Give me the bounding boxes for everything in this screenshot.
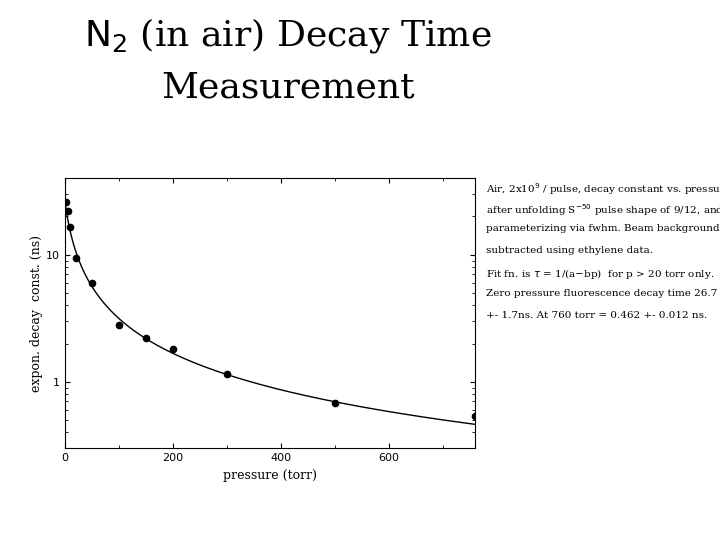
Text: Measurement: Measurement xyxy=(161,70,415,104)
Text: after unfolding S$^{-50}$ pulse shape of 9/12, and: after unfolding S$^{-50}$ pulse shape of… xyxy=(486,202,720,218)
Text: subtracted using ethylene data.: subtracted using ethylene data. xyxy=(486,246,653,255)
Text: Zero pressure fluorescence decay time 26.7: Zero pressure fluorescence decay time 26… xyxy=(486,289,717,298)
Text: Air, 2x10$^{9}$ / pulse, decay constant vs. pressure: Air, 2x10$^{9}$ / pulse, decay constant … xyxy=(486,181,720,197)
X-axis label: pressure (torr): pressure (torr) xyxy=(223,469,317,482)
Text: parameterizing via fwhm. Beam background: parameterizing via fwhm. Beam background xyxy=(486,224,719,233)
Text: +- 1.7ns. At 760 torr = 0.462 +- 0.012 ns.: +- 1.7ns. At 760 torr = 0.462 +- 0.012 n… xyxy=(486,310,707,320)
Text: $\mathrm{N_2}$ (in air) Decay Time: $\mathrm{N_2}$ (in air) Decay Time xyxy=(84,16,492,55)
Y-axis label: expon. decay  const. (ns): expon. decay const. (ns) xyxy=(30,235,43,392)
Text: Fit fn. is $\tau$ = 1/(a$-$bp)  for p > 20 torr only.: Fit fn. is $\tau$ = 1/(a$-$bp) for p > 2… xyxy=(486,267,714,281)
